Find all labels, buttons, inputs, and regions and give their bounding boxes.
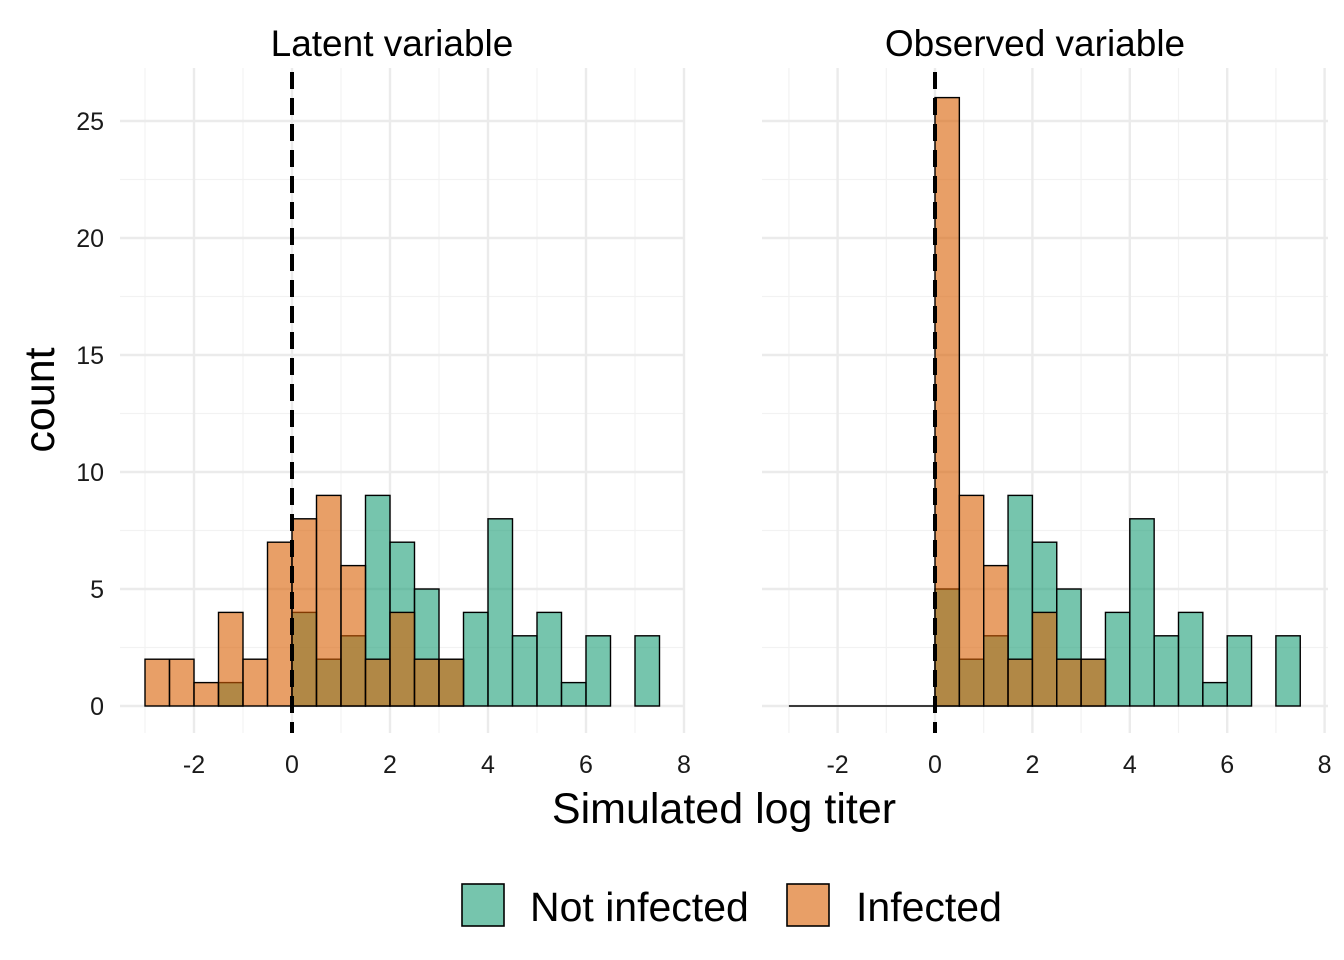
legend-item-not-infected: Not infected (461, 883, 749, 930)
bar-infected (144, 658, 171, 707)
panel-title: Latent variable (271, 23, 514, 64)
bar-not-infected (1177, 611, 1204, 707)
bar-not-infected (1275, 635, 1301, 707)
bar-infected (934, 96, 961, 707)
x-tick-label: 6 (1220, 751, 1234, 779)
y-axis-title: count (16, 347, 64, 452)
bar-infected (389, 611, 416, 707)
x-tick-label: 4 (481, 751, 495, 779)
bar-infected (1007, 658, 1034, 707)
legend: Not infected Infected (461, 883, 1002, 930)
bar-not-infected (585, 635, 612, 707)
y-tick-label: 5 (90, 576, 104, 604)
bar-not-infected (511, 635, 538, 707)
facet-panels: Latent variable-2 0 2 4 6 80510152025Observed… (76, 23, 1331, 779)
legend-label: Infected (856, 884, 1002, 930)
x-tick-label: -2 (183, 751, 205, 779)
y-tick-label: 10 (76, 459, 104, 487)
bar-infected (958, 494, 985, 707)
bar-not-infected (487, 518, 514, 707)
y-tick-label: 15 (76, 342, 104, 370)
x-tick-label: 2 (383, 751, 397, 779)
bar-infected (168, 658, 195, 707)
x-tick-label: 8 (1318, 751, 1332, 779)
bar-infected (315, 494, 342, 707)
y-tick-label: 20 (76, 225, 104, 253)
legend-swatch (461, 883, 505, 927)
x-axis-title: Simulated log titer (552, 785, 896, 833)
bar-infected (1056, 658, 1082, 707)
x-tick-label: 0 (285, 751, 299, 779)
bar-not-infected (1153, 635, 1180, 707)
bar-not-infected (1226, 635, 1253, 707)
x-tick-label: 0 (928, 751, 942, 779)
x-tick-label: 4 (1123, 751, 1137, 779)
bar-infected (438, 658, 465, 707)
legend-item-infected: Infected (786, 883, 1002, 930)
bar-not-infected (1202, 681, 1228, 707)
legend-swatch (786, 883, 830, 927)
y-tick-label: 0 (90, 693, 104, 721)
panel-observed: Observed variable -2 0 2 4 6 8 (762, 23, 1332, 779)
bar-infected (983, 564, 1009, 707)
bar-not-infected (462, 611, 489, 707)
bar-infected (242, 658, 269, 707)
y-tick-label: 25 (76, 108, 104, 136)
panel-latent: Latent variable -2 0 2 4 6 8 0 5 10 15 20 25 (76, 23, 691, 779)
bar-not-infected (1129, 518, 1155, 707)
bar-infected (1080, 658, 1107, 707)
legend-label: Not infected (530, 884, 749, 930)
bar-infected (291, 518, 318, 707)
x-tick-label: 6 (579, 751, 593, 779)
bar-infected (413, 658, 440, 707)
bar-infected (1031, 611, 1058, 707)
x-tick-label: 2 (1025, 751, 1039, 779)
bar-not-infected (560, 681, 587, 707)
bar-infected (193, 681, 220, 707)
bar-infected (364, 658, 391, 707)
bar-not-infected (634, 635, 661, 707)
panel-title: Observed variable (885, 23, 1185, 64)
bar-infected (340, 564, 367, 707)
bar-not-infected (1104, 611, 1131, 707)
bar-not-infected (536, 611, 563, 707)
x-tick-label: 8 (677, 751, 691, 779)
bar-infected (266, 541, 293, 707)
bar-infected (217, 611, 244, 707)
x-tick-label: -2 (826, 751, 848, 779)
